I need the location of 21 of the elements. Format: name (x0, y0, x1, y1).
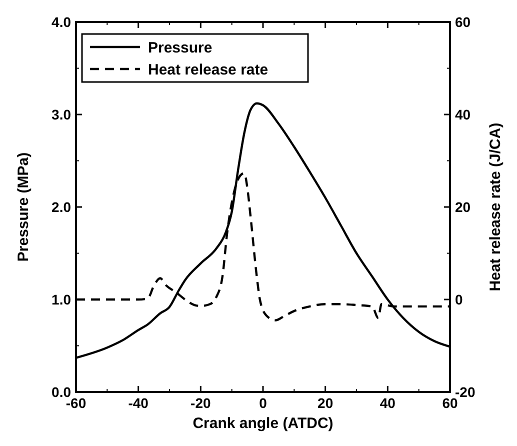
y2-axis-title: Heat release rate (J/CA) (487, 122, 504, 292)
x-axis-title: Crank angle (ATDC) (192, 415, 334, 432)
y-tick-label: 0.0 (52, 384, 72, 400)
legend-label: Pressure (148, 39, 212, 56)
y-tick-label: 2.0 (52, 198, 72, 215)
x-tick-label: 0 (259, 395, 268, 411)
x-tick-label: 20 (318, 395, 334, 411)
y-axis-title: Pressure (MPa) (15, 152, 32, 262)
y2-tick-label: 60 (455, 14, 471, 30)
x-tick-label: -40 (128, 395, 149, 411)
legend-label: Heat release rate (148, 61, 268, 78)
y2-tick-label: -20 (455, 384, 476, 400)
x-tick-label: 40 (380, 395, 396, 411)
y2-tick-label: 20 (455, 198, 471, 215)
x-tick-label: -20 (190, 395, 211, 411)
y2-tick-label: 0 (455, 291, 463, 308)
x-tick-label: 60 (442, 395, 458, 411)
y-tick-label: 3.0 (52, 106, 72, 122)
y2-tick-label: 40 (455, 106, 471, 122)
y-tick-label: 4.0 (52, 14, 72, 30)
y-tick-label: 1.0 (52, 291, 72, 308)
